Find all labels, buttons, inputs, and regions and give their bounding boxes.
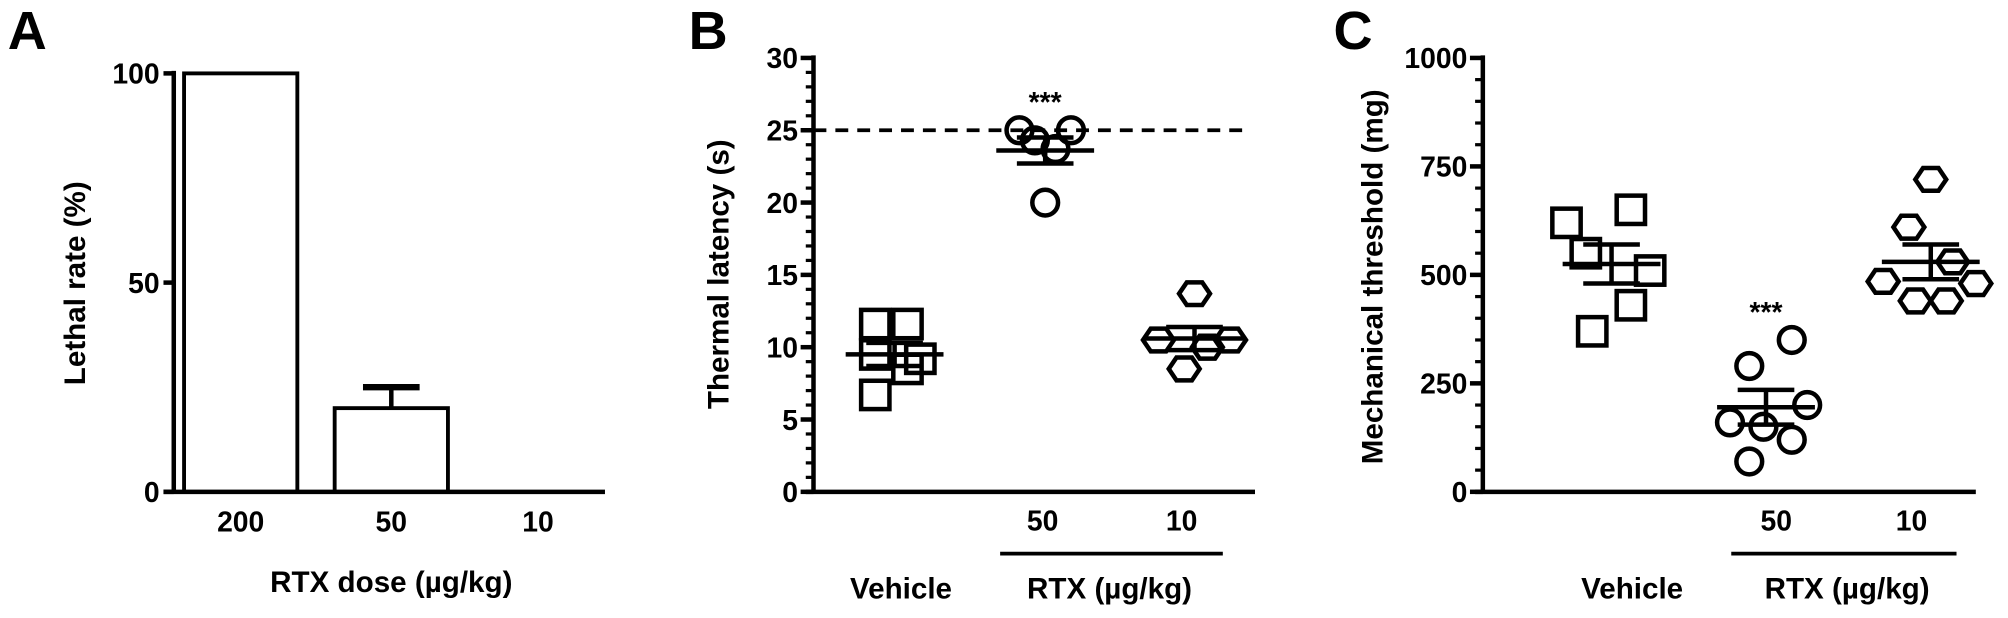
group-label-rtx-b: RTX (µg/kg) [1027, 573, 1192, 606]
point-rtx-10 [1897, 287, 1934, 315]
panel-a: A Lethal rate (%) RTX dose (µg/kg) 0 50 10… [8, 1, 605, 599]
point-vehicle [858, 307, 892, 341]
group-label-vehicle-c: Vehicle [1581, 573, 1683, 606]
panel-b: B Thermal latency (s) Vehicle RTX (µg/kg… [689, 1, 1255, 606]
group-label-vehicle-b: Vehicle [850, 573, 952, 606]
point-rtx-10 [1912, 165, 1949, 194]
point-vehicle [1614, 193, 1648, 227]
point-rtx-10 [1928, 287, 1965, 315]
point-vehicle [1614, 288, 1648, 322]
x-tick-label: 50 [1027, 505, 1058, 537]
y-tick-label: 500 [1420, 260, 1467, 292]
x-axis-label-a: RTX dose (µg/kg) [270, 566, 512, 599]
point-rtx-10 [1957, 269, 1994, 298]
panel-label-c: C [1334, 1, 1373, 61]
point-rtx-10 [1189, 333, 1226, 361]
y-tick-label: 10 [767, 332, 798, 364]
y-axis-label-b: Thermal latency (s) [703, 139, 736, 409]
y-axis-label-c: Mechanical threshold (mg) [1356, 89, 1389, 464]
x-tick-label: 10 [522, 507, 553, 539]
y-tick-label: 750 [1420, 152, 1467, 184]
point-rtx-50 [1055, 115, 1087, 146]
point-rtx-50 [1776, 424, 1807, 455]
y-tick-label: 0 [1452, 477, 1468, 509]
panel-label-b: B [689, 1, 728, 61]
significance-rtx-50: *** [1029, 87, 1062, 119]
y-tick-label: 100 [112, 59, 159, 91]
x-tick-label: 10 [1166, 505, 1197, 537]
y-tick-label: 1000 [1404, 43, 1467, 75]
x-tick-label: 50 [1761, 505, 1792, 537]
y-tick-label: 15 [767, 260, 798, 292]
significance-rtx-50: *** [1749, 297, 1782, 329]
x-tick-label: 200 [217, 507, 264, 539]
x-tick-label: 50 [376, 507, 407, 539]
panel-label-a: A [8, 1, 47, 61]
panel-c: C Mechanical threshold (mg) Vehicle RTX … [1334, 1, 1994, 606]
point-rtx-10 [1166, 355, 1203, 383]
y-tick-label: 25 [767, 116, 798, 148]
y-axis-label-a: Lethal rate (%) [59, 181, 92, 385]
point-rtx-50 [1030, 187, 1061, 218]
y-tick-label: 50 [128, 268, 159, 300]
point-rtx-10 [1176, 280, 1213, 308]
point-rtx-50 [1004, 115, 1035, 146]
y-tick-label: 30 [767, 43, 798, 75]
point-vehicle [1569, 236, 1603, 270]
y-tick-label: 250 [1420, 369, 1467, 401]
point-vehicle [858, 378, 892, 412]
point-rtx-10 [1890, 213, 1928, 241]
y-tick-label: 0 [782, 477, 798, 509]
point-vehicle [1633, 254, 1667, 287]
point-rtx-10 [1864, 267, 1902, 296]
group-label-rtx-c: RTX (µg/kg) [1765, 573, 1930, 606]
point-rtx-50 [1734, 350, 1765, 382]
y-tick-label: 5 [782, 405, 798, 437]
bar-50 [332, 406, 450, 494]
point-rtx-10 [1140, 326, 1177, 354]
y-tick-label: 20 [767, 188, 798, 220]
y-tick-label: 0 [144, 477, 160, 509]
bar-200 [182, 71, 300, 494]
point-rtx-50 [1776, 324, 1807, 356]
point-vehicle [1550, 206, 1583, 240]
point-vehicle [891, 307, 924, 341]
point-vehicle [1575, 314, 1609, 348]
point-rtx-50 [1734, 446, 1765, 477]
x-tick-label: 10 [1896, 505, 1927, 537]
